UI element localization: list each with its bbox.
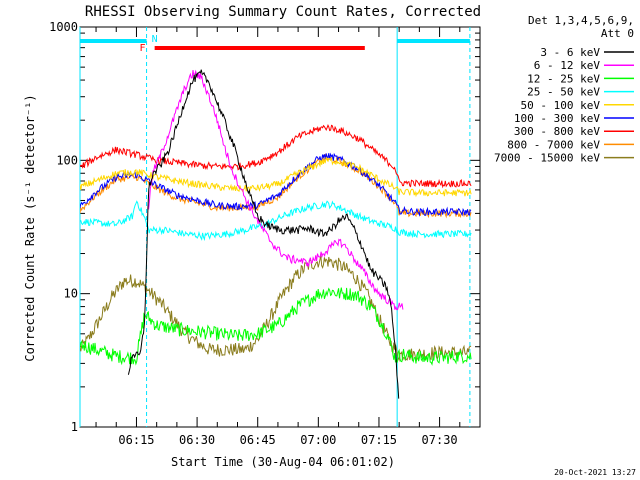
legend-label: 100 - 300 keV [514, 112, 600, 125]
series-7000-15000kev-line [80, 255, 472, 363]
legend-label: 12 - 25 keV [527, 72, 600, 85]
series-800-7000kev-line [80, 153, 472, 219]
x-tick-label: 07:30 [422, 433, 458, 447]
x-tick-label: 06:30 [179, 433, 215, 447]
annotation-f: F [140, 43, 146, 54]
legend-label: 50 - 100 keV [521, 99, 601, 112]
legend-label: 7000 - 15000 keV [494, 152, 600, 165]
x-axis-label: Start Time (30-Aug-04 06:01:02) [171, 455, 395, 469]
x-tick-label: 06:45 [240, 433, 276, 447]
y-tick-label: 1 [71, 420, 78, 434]
legend-label: 3 - 6 keV [540, 46, 600, 59]
series-25-50kev-line [80, 200, 472, 242]
x-tick-label: 07:00 [300, 433, 336, 447]
plot-layer: 1 10 100 1000 06:15 06:30 06:45 07:00 07:15 07:30… [49, 20, 634, 447]
chart-title: RHESSI Observing Summary Count Rates, Co… [85, 4, 481, 20]
legend-label: 300 - 800 keV [514, 125, 600, 138]
x-tick-label: 06:15 [118, 433, 154, 447]
legend-header-line-2: Att 0 [601, 27, 634, 40]
y-axis-label: Corrected Count Rate (s⁻¹ detector⁻¹) [23, 94, 37, 361]
legend-label: 25 - 50 keV [527, 86, 600, 99]
series-50-100kev-line [80, 156, 472, 198]
series-3-6kev-line [127, 69, 400, 399]
legend-header-line-1: Det 1,3,4,5,6,9, [528, 14, 634, 27]
footer-date: 20-Oct-2021 13:27 [554, 468, 636, 477]
annotation-n: N [152, 34, 158, 45]
series-300-800kev-line [80, 124, 472, 189]
y-tick-label: 10 [64, 287, 78, 301]
legend-label: 800 - 7000 keV [507, 138, 600, 151]
series-12-25kev-line [80, 287, 472, 366]
x-tick-label: 07:15 [361, 433, 397, 447]
y-tick-label: 1000 [49, 20, 78, 34]
legend-label: 6 - 12 keV [534, 59, 601, 72]
series-6-12kev-line [148, 69, 404, 311]
series-100-300kev-line [80, 152, 472, 217]
y-tick-label: 100 [56, 153, 78, 167]
plot-frame [79, 26, 481, 428]
